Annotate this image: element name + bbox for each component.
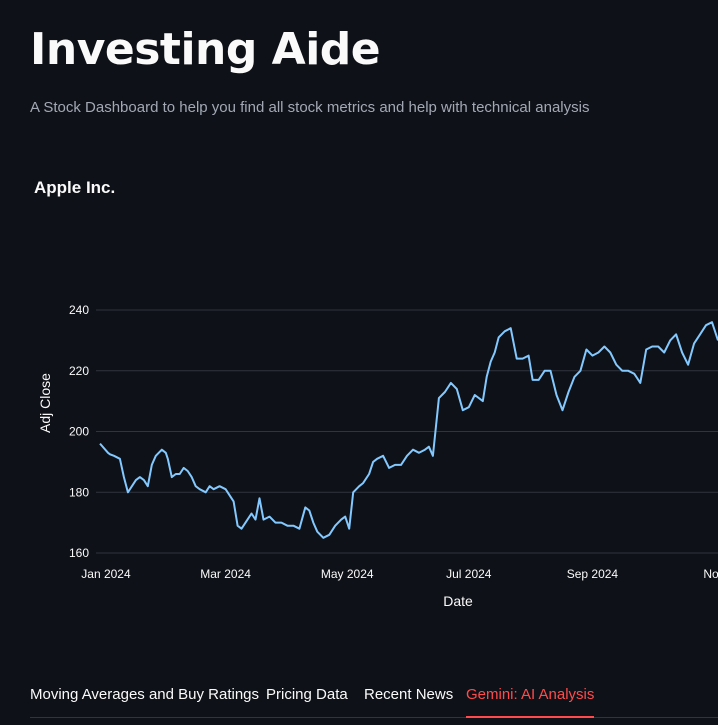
y-axis-ticks: 160 180 200 220 240 <box>69 303 89 560</box>
tab-bar-divider <box>30 717 718 718</box>
tab-label: Pricing Data <box>266 686 348 703</box>
tab-recent-news[interactable]: Recent News <box>364 684 453 718</box>
tab-gemini-ai-analysis[interactable]: Gemini: AI Analysis <box>466 684 595 718</box>
tab-label: Recent News <box>364 686 454 703</box>
x-tick-label: Jul 2024 <box>446 567 492 581</box>
tab-bar: Moving Averages and Buy Ratings Pricing … <box>30 684 718 725</box>
price-chart[interactable]: 160 180 200 220 240 Jan 2024 Mar 2024 May 2024… <box>0 290 718 620</box>
chart-grid <box>96 309 718 554</box>
tab-label: Moving Averages and Buy Ratings <box>30 686 260 703</box>
y-tick-label: 240 <box>69 303 89 317</box>
x-axis-ticks: Jan 2024 Mar 2024 May 2024 Jul 2024 Sep 2024… <box>81 567 718 581</box>
x-tick-label: Sep 2024 <box>567 567 619 581</box>
x-tick-label: Nov <box>703 567 718 581</box>
y-tick-label: 220 <box>69 364 89 378</box>
x-tick-label: Jan 2024 <box>81 567 131 581</box>
x-tick-label: May 2024 <box>321 567 374 581</box>
adj-close-line[interactable] <box>99 321 718 539</box>
price-chart-svg[interactable]: 160 180 200 220 240 Jan 2024 Mar 2024 May 2024… <box>0 290 718 620</box>
y-axis-label: Adj Close <box>37 373 53 433</box>
x-axis-label: Date <box>443 593 473 609</box>
page-title: Investing Aide <box>30 24 381 75</box>
tab-moving-averages[interactable]: Moving Averages and Buy Ratings <box>30 684 259 718</box>
y-tick-label: 160 <box>69 546 89 560</box>
active-tab-indicator <box>466 716 595 718</box>
y-tick-label: 180 <box>69 485 89 499</box>
company-name: Apple Inc. <box>34 178 116 197</box>
tab-label: Gemini: AI Analysis <box>466 686 595 703</box>
tab-pricing-data[interactable]: Pricing Data <box>266 684 348 718</box>
page-subtitle: A Stock Dashboard to help you find all s… <box>30 99 590 116</box>
y-tick-label: 200 <box>69 425 89 439</box>
x-tick-label: Mar 2024 <box>200 567 251 581</box>
